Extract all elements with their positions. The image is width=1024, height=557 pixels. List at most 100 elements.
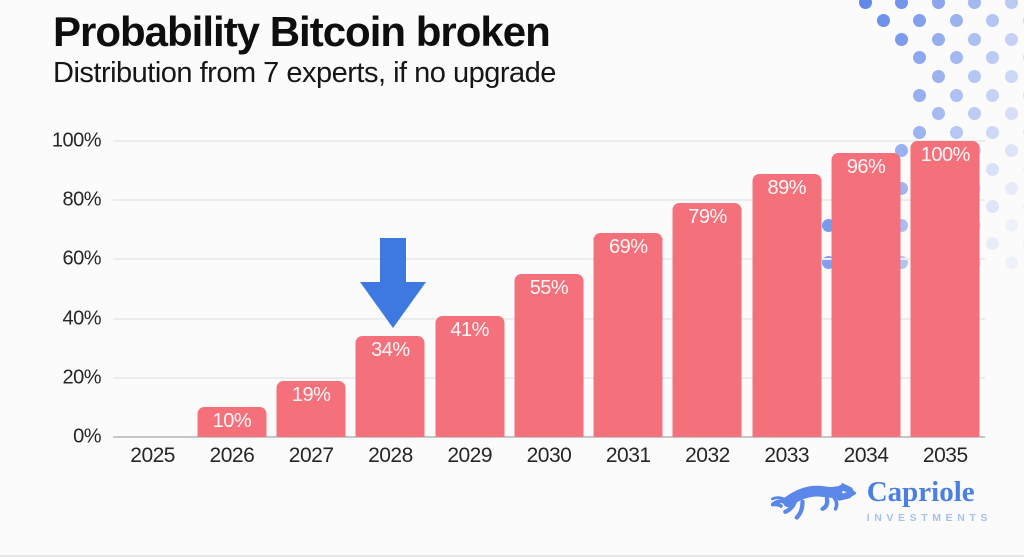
grid-line-60%: [113, 258, 985, 261]
y-axis-label-100%: 100%: [51, 129, 102, 152]
x-axis-label-2034: 2034: [843, 444, 889, 467]
logo-name: Capriole: [866, 476, 975, 508]
decorative-dot: [968, 32, 981, 46]
capriole-logo: Capriole INVESTMENTS: [770, 475, 992, 527]
bar-slot-2032: 79% 2032: [668, 141, 747, 467]
bar-slot-2027: 19% 2027: [272, 141, 351, 467]
decorative-dot: [1004, 69, 1018, 83]
x-axis-label-2030: 2030: [526, 444, 572, 467]
decorative-dot: [986, 125, 1000, 139]
header: Probability Bitcoin broken Distribution …: [53, 8, 556, 90]
bar-slot-2034: 96% 2034: [826, 141, 905, 467]
bar-2032: 79%: [672, 203, 742, 437]
decorative-dot: [1004, 0, 1018, 9]
decorative-dot: [949, 14, 963, 28]
decorative-dot: [931, 69, 945, 83]
decorative-dot: [913, 125, 927, 139]
y-axis-label-20%: 20%: [62, 366, 101, 389]
decorative-dot: [1004, 107, 1018, 121]
decorative-dot: [986, 162, 1000, 176]
y-axis-label-60%: 60%: [62, 247, 101, 270]
bar-value-label-2035: 100%: [920, 144, 971, 166]
decorative-dot: [968, 0, 981, 9]
bar-slot-2030: 55% 2030: [509, 141, 588, 467]
decorative-dot: [986, 88, 1000, 102]
y-axis-label-80%: 80%: [62, 188, 101, 211]
decorative-dot: [949, 88, 963, 102]
logo-subtext: INVESTMENTS: [866, 512, 992, 524]
decorative-dot: [1004, 181, 1018, 195]
decorative-dot: [949, 51, 963, 65]
decorative-dot: [913, 88, 927, 102]
decorative-dot: [1004, 32, 1018, 46]
logo-wordmark: Capriole INVESTMENTS: [866, 476, 992, 525]
decorative-dot: [986, 51, 1000, 65]
page-title: Probability Bitcoin broken: [53, 8, 551, 55]
bar-2034: 96%: [831, 152, 901, 437]
bar-value-label-2028: 34%: [371, 339, 410, 362]
bar-slot-2025: 2025: [113, 141, 192, 467]
bar-2027: 19%: [276, 380, 346, 437]
leaping-horse-icon: [770, 483, 856, 520]
decorative-dot: [895, 32, 908, 46]
decorative-dot: [986, 237, 1000, 251]
grid-line-100%: [113, 140, 985, 142]
x-axis-label-2033: 2033: [764, 444, 810, 467]
bars-layer: 2025 10% 2026 19% 2027 34% 2028 41% 2029 55% 2030 6…: [113, 141, 985, 467]
bar-value-label-2031: 69%: [608, 235, 648, 258]
decorative-dot: [931, 32, 945, 46]
bar-2033: 89%: [752, 173, 822, 437]
x-axis-label-2031: 2031: [605, 444, 651, 467]
x-axis-label-2029: 2029: [447, 444, 493, 467]
down-arrow-icon: [360, 238, 427, 329]
decorative-dot: [968, 107, 981, 121]
decorative-dot: [1004, 144, 1018, 158]
y-axis-label-40%: 40%: [62, 307, 101, 330]
decorative-dot: [895, 0, 908, 9]
bar-value-label-2033: 89%: [767, 176, 807, 199]
bar-value-label-2026: 10%: [212, 410, 252, 433]
bar-slot-2026: 10% 2026: [192, 141, 271, 467]
decorative-dot: [986, 200, 1000, 214]
bar-slot-2028: 34% 2028: [351, 141, 430, 467]
bar-2030: 55%: [514, 274, 584, 437]
bar-value-label-2030: 55%: [529, 277, 569, 300]
grid-line-80%: [113, 199, 985, 202]
decorative-dot: [913, 51, 927, 65]
bar-value-label-2027: 19%: [291, 383, 331, 406]
decorative-dot: [876, 14, 890, 28]
x-axis-label-2026: 2026: [209, 444, 255, 467]
decorative-dot: [931, 107, 945, 121]
bar-slot-2029: 41% 2029: [430, 141, 509, 467]
decorative-dot: [949, 125, 963, 139]
bar-slot-2033: 89% 2033: [747, 141, 826, 467]
decorative-dot: [931, 0, 945, 9]
y-axis-label-0%: 0%: [73, 425, 101, 448]
x-axis-label-2027: 2027: [288, 444, 334, 467]
bar-value-label-2034: 96%: [846, 155, 886, 178]
bar-2031: 69%: [593, 232, 663, 437]
x-axis-label-2028: 2028: [368, 444, 413, 467]
x-axis-label-2035: 2035: [922, 444, 968, 467]
bar-chart: 0% 20% 40% 60% 80% 100% 2025 10% 2026 19% 2027 34%…: [52, 130, 985, 467]
bar-slot-2031: 69% 2031: [589, 141, 668, 467]
decorative-dot: [986, 14, 1000, 28]
bar-2029: 41%: [435, 315, 505, 437]
decorative-dot: [913, 14, 927, 28]
decorative-dot: [858, 0, 872, 9]
decorative-dot: [1004, 255, 1018, 269]
decorative-dot: [1004, 218, 1018, 232]
x-axis-label-2025: 2025: [130, 444, 175, 467]
bar-2035: 100%: [910, 141, 980, 437]
grid-line-0%: [113, 436, 985, 438]
x-axis-label-2032: 2032: [685, 444, 730, 467]
decorative-dot: [968, 69, 981, 83]
bar-slot-2035: 100% 2035: [906, 141, 985, 467]
bar-value-label-2029: 41%: [450, 318, 489, 341]
bar-value-label-2032: 79%: [688, 206, 727, 229]
bottom-edge-divider: [0, 555, 1024, 557]
bar-2026: 10%: [197, 407, 267, 437]
bar-2028: 34%: [355, 336, 425, 437]
page-subtitle: Distribution from 7 experts, if no upgra…: [53, 57, 556, 90]
